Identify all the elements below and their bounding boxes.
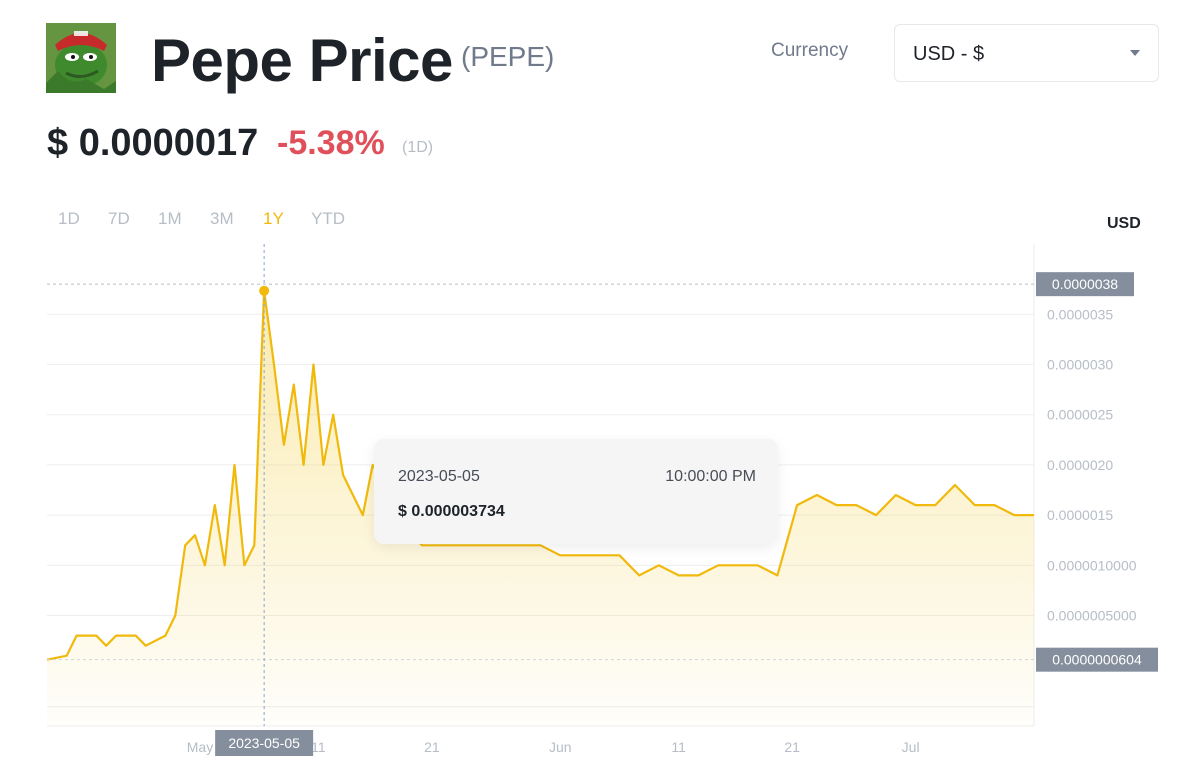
- y-tick-label: 0.0000020: [1047, 457, 1113, 473]
- chevron-down-icon: [1130, 50, 1140, 56]
- x-tick-label: 11: [671, 739, 686, 755]
- currency-label: Currency: [771, 40, 849, 61]
- x-tick-label: Jun: [549, 739, 572, 755]
- min-label-box: [1036, 647, 1158, 672]
- range-1d-button[interactable]: 1D: [58, 209, 80, 228]
- tooltip-date: 2023-05-05: [398, 468, 480, 485]
- series-area: [47, 290, 1034, 726]
- current-price: $ 0.0000017: [47, 122, 259, 164]
- currency-selected-value: USD - $: [913, 43, 985, 65]
- y-tick-label: 0.0000030: [1047, 357, 1113, 373]
- x-tick-label: 21: [784, 739, 800, 755]
- range-1y-button[interactable]: 1Y: [263, 209, 284, 228]
- y-tick-label: 0.0000005000: [1047, 608, 1137, 624]
- token-symbol: (PEPE): [461, 41, 555, 72]
- chart-tooltip: 2023-05-05 10:00:00 PM $ 0.000003734: [374, 439, 778, 544]
- pepe-frog-icon: [46, 23, 116, 93]
- x-tick-label: 11: [311, 739, 326, 755]
- y-tick-label: 0.0000010000: [1047, 557, 1137, 573]
- tooltip-time: 10:00:00 PM: [665, 468, 756, 485]
- max-label-box: [1036, 272, 1134, 297]
- min-label: 0.0000000604: [1052, 652, 1142, 668]
- range-3m-button[interactable]: 3M: [210, 209, 234, 228]
- range-7d-button[interactable]: 7D: [108, 209, 130, 228]
- tooltip-price: $ 0.000003734: [398, 503, 505, 520]
- crosshair-point: [259, 285, 270, 296]
- price-change-period: (1D): [402, 139, 434, 156]
- y-tick-label: 0.0000015: [1047, 507, 1113, 523]
- y-tick-label: 0.0000035: [1047, 306, 1113, 322]
- x-tick-label: Jul: [902, 739, 920, 755]
- x-tick-label: May: [187, 739, 213, 755]
- x-tick-label: 21: [424, 739, 440, 755]
- page-title: Pepe Price: [151, 27, 453, 94]
- crosshair-date-label: 2023-05-05: [228, 735, 300, 751]
- y-tick-label: 0.0000025: [1047, 407, 1113, 423]
- price-change: -5.38%: [277, 124, 385, 162]
- range-1m-button[interactable]: 1M: [158, 209, 182, 228]
- chart-unit-label: USD: [1107, 215, 1141, 232]
- max-label: 0.0000038: [1052, 276, 1118, 292]
- range-ytd-button[interactable]: YTD: [311, 209, 345, 228]
- crosshair-date-box: [215, 730, 314, 756]
- currency-select[interactable]: USD - $: [894, 24, 1159, 82]
